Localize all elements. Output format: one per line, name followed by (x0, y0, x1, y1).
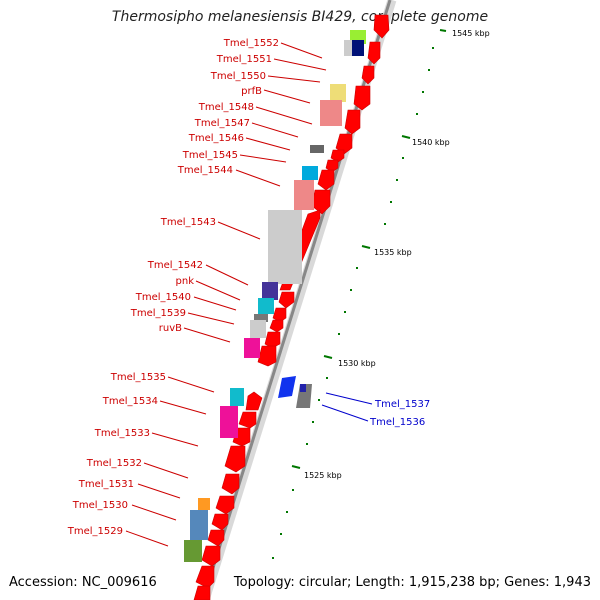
gene-arrow (325, 159, 339, 173)
scale-label: 1525 kbp (304, 471, 342, 480)
cog-color-blocks (184, 30, 366, 562)
gene-arrow (330, 149, 345, 163)
gene-label: Tmel_1531 (78, 479, 134, 490)
scale-label: 1545 kbp (452, 29, 490, 38)
gene-arrow (353, 85, 371, 111)
map-title: Thermosipho melanesiensis BI429, complet… (111, 9, 489, 25)
gene-arrow (257, 345, 277, 367)
gene-label: Tmel_1547 (194, 118, 250, 129)
gene-label: prfB (241, 86, 262, 97)
gene-arrow (361, 65, 375, 85)
gene-label: Tmel_1536 (369, 417, 425, 428)
gene-label: Tmel_1543 (160, 217, 216, 228)
gene-labels-left: Tmel_1552 Tmel_1551 Tmel_1550 prfB Tmel_… (67, 38, 279, 537)
gene-label: Tmel_1537 (374, 399, 430, 410)
gene-arrow (245, 391, 263, 411)
gene-label: Tmel_1552 (223, 38, 279, 49)
reverse-strand-genes (278, 376, 312, 408)
gene-label: Tmel_1533 (94, 428, 150, 439)
gene-label: Tmel_1530 (72, 500, 128, 511)
gene-labels-right: Tmel_1537 Tmel_1536 (369, 399, 430, 428)
gene-label: Tmel_1529 (67, 526, 123, 537)
gene-arrow (278, 291, 295, 309)
gene-label: Tmel_1534 (102, 396, 158, 407)
gene-arrow (317, 169, 335, 191)
gene-label: pnk (176, 276, 195, 287)
gene-arrow (224, 445, 246, 473)
gene-arrow (193, 585, 211, 600)
gene-arrow (221, 473, 240, 495)
gene-label: Tmel_1535 (110, 372, 166, 383)
scale-labels: 1545 kbp 1540 kbp 1535 kbp 1530 kbp 1525… (304, 29, 490, 480)
gene-arrow (269, 319, 284, 333)
gene-arrow (335, 133, 353, 155)
gene-arrow (278, 376, 296, 398)
gene-label: Tmel_1546 (188, 133, 244, 144)
gene-label: Tmel_1548 (198, 102, 254, 113)
gene-arrow (367, 41, 381, 65)
gene-arrow (211, 513, 229, 531)
gene-arrow (300, 384, 306, 392)
gene-arrow (215, 495, 235, 515)
gene-label: Tmel_1550 (210, 71, 266, 82)
gene-label: Tmel_1539 (130, 308, 186, 319)
scale-label: 1540 kbp (412, 138, 450, 147)
right-leader-lines (321, 392, 373, 422)
accession-label: Accession: NC_009616 (9, 575, 157, 590)
left-leader-lines (125, 42, 327, 547)
scale-ticks (272, 29, 447, 559)
gene-label: Tmel_1551 (216, 54, 272, 65)
gene-label: Tmel_1532 (86, 458, 142, 469)
scale-label: 1535 kbp (374, 248, 412, 257)
gene-label: Tmel_1542 (147, 260, 203, 271)
scale-label: 1530 kbp (338, 359, 376, 368)
gene-label: Tmel_1545 (182, 150, 238, 161)
gene-arrow (264, 331, 281, 349)
gene-arrow (373, 14, 390, 39)
topology-label: Topology: circular; Length: 1,915,238 bp… (233, 575, 591, 590)
gene-arrow (201, 545, 221, 567)
gene-label: Tmel_1540 (135, 292, 191, 303)
gene-arrow (238, 411, 257, 429)
gene-label: Tmel_1544 (177, 165, 233, 176)
gene-label: ruvB (159, 323, 182, 334)
gene-arrow (344, 109, 361, 135)
gene-arrow (207, 529, 225, 547)
gene-arrow (195, 565, 215, 589)
